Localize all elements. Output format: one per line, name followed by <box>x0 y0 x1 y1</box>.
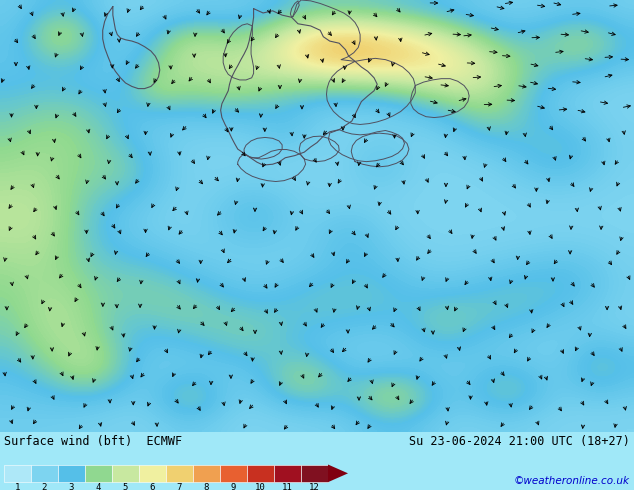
Polygon shape <box>328 465 348 482</box>
Text: 7: 7 <box>177 483 182 490</box>
Text: Surface wind (bft)  ECMWF: Surface wind (bft) ECMWF <box>4 435 182 448</box>
Text: 5: 5 <box>123 483 128 490</box>
Bar <box>274 465 301 482</box>
Bar <box>139 465 166 482</box>
Bar <box>112 465 139 482</box>
Text: 2: 2 <box>42 483 47 490</box>
Text: 4: 4 <box>96 483 101 490</box>
Text: 6: 6 <box>150 483 155 490</box>
Text: 1: 1 <box>15 483 20 490</box>
Bar <box>193 465 220 482</box>
Bar <box>85 465 112 482</box>
Text: 3: 3 <box>69 483 74 490</box>
Text: 12: 12 <box>309 483 320 490</box>
Text: 10: 10 <box>255 483 266 490</box>
Bar <box>4 465 31 482</box>
Bar <box>166 465 193 482</box>
Text: 11: 11 <box>282 483 293 490</box>
Text: Su 23-06-2024 21:00 UTC (18+27): Su 23-06-2024 21:00 UTC (18+27) <box>409 435 630 448</box>
Bar <box>247 465 274 482</box>
Bar <box>58 465 85 482</box>
Text: 8: 8 <box>204 483 209 490</box>
Text: 9: 9 <box>231 483 236 490</box>
Bar <box>301 465 328 482</box>
Text: ©weatheronline.co.uk: ©weatheronline.co.uk <box>514 476 630 486</box>
Bar <box>31 465 58 482</box>
Bar <box>220 465 247 482</box>
